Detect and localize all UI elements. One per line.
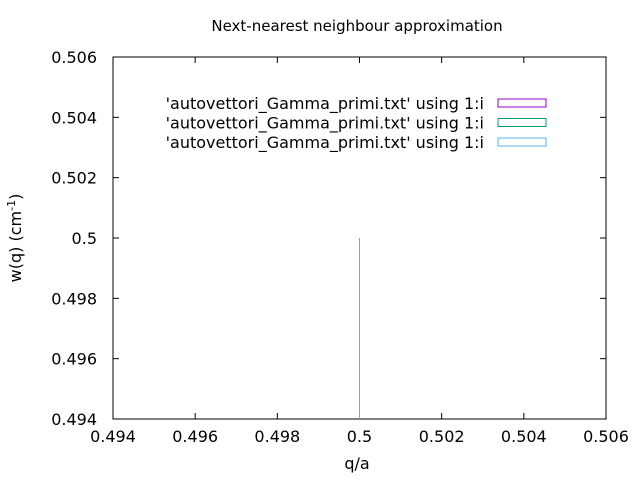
x-tick-label: 0.506: [583, 427, 629, 446]
legend-label-2: 'autovettori_Gamma_primi.txt' using 1:i: [166, 114, 484, 134]
y-tick-label: 0.5: [72, 229, 97, 248]
x-tick-label: 0.504: [501, 427, 547, 446]
y-tick-label: 0.502: [51, 169, 97, 188]
x-tick-label: 0.5: [347, 427, 372, 446]
y-tick-label: 0.496: [51, 350, 97, 369]
legend-label-1: 'autovettori_Gamma_primi.txt' using 1:i: [166, 94, 484, 114]
y-tick-label: 0.494: [51, 410, 97, 429]
x-tick-label: 0.496: [172, 427, 218, 446]
y-tick-label: 0.498: [51, 289, 97, 308]
x-tick-label: 0.498: [254, 427, 300, 446]
x-axis: 0.494 0.496 0.498 0.5 0.502 0.504 0.506: [90, 57, 629, 446]
x-axis-label: q/a: [344, 454, 369, 473]
y-tick-label: 0.506: [51, 48, 97, 67]
y-axis: 0.494 0.496 0.498 0.5 0.502 0.504 0.506: [51, 48, 606, 429]
legend: 'autovettori_Gamma_primi.txt' using 1:i'…: [166, 94, 547, 153]
x-tick-label: 0.494: [90, 427, 136, 446]
x-tick-label: 0.502: [419, 427, 465, 446]
legend-swatch-2: [497, 118, 547, 127]
legend-swatch-3: [497, 137, 547, 147]
legend-label-3: 'autovettori_Gamma_primi.txt' using 1:i: [166, 133, 484, 153]
y-axis-label: w(q) (cm-1): [5, 194, 25, 283]
y-tick-label: 0.504: [51, 108, 97, 127]
legend-swatch-1: [497, 98, 547, 108]
chart-title: Next-nearest neighbour approximation: [211, 17, 502, 35]
